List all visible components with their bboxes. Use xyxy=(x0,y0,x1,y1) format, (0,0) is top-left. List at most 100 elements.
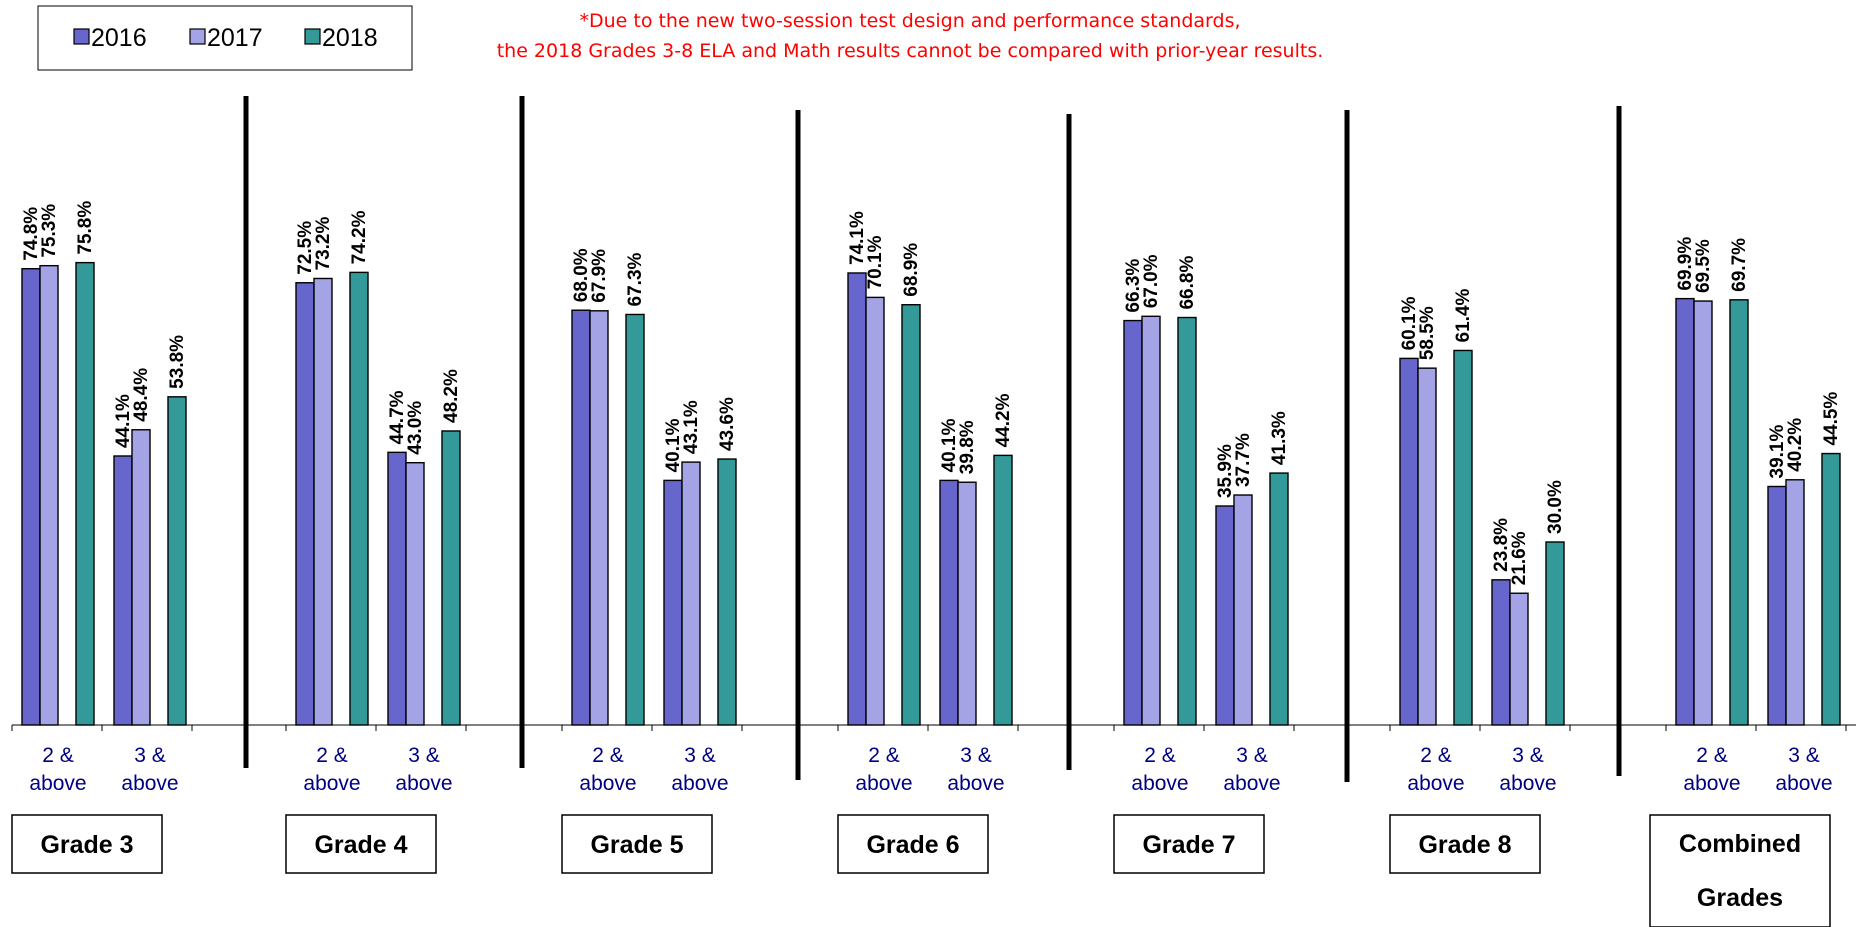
data-label: 40.1% xyxy=(939,418,960,472)
data-label: 61.4% xyxy=(1453,288,1474,342)
legend-swatch xyxy=(73,28,90,45)
data-label: 67.3% xyxy=(625,252,646,306)
data-label: 21.6% xyxy=(1509,531,1530,585)
category-label: 2 & xyxy=(316,744,348,767)
legend-label: 2018 xyxy=(322,24,378,52)
category-label: 3 & xyxy=(684,744,716,767)
category-label: 2 & xyxy=(1420,744,1452,767)
bar xyxy=(75,261,95,726)
data-label: 75.3% xyxy=(39,204,60,258)
category-label: 3 & xyxy=(134,744,166,767)
category-label: 2 & xyxy=(1144,744,1176,767)
bar xyxy=(349,271,369,726)
category-label: 2 & xyxy=(42,744,74,767)
data-label: 37.7% xyxy=(1233,433,1254,487)
bar xyxy=(131,429,151,726)
bar xyxy=(901,304,921,726)
category-label: above xyxy=(855,772,912,795)
category-label: 2 & xyxy=(592,744,624,767)
bar xyxy=(1675,297,1695,726)
category-label: 3 & xyxy=(1512,744,1544,767)
category-label: above xyxy=(1499,772,1556,795)
data-label: 74.8% xyxy=(21,207,42,261)
data-label: 73.2% xyxy=(313,217,334,271)
category-label: above xyxy=(395,772,452,795)
bar xyxy=(1215,505,1235,726)
data-label: 43.6% xyxy=(717,397,738,451)
legend-label: 2016 xyxy=(91,24,147,52)
bar xyxy=(441,430,461,726)
grade-label: Grade 6 xyxy=(866,831,959,859)
grade-label-box xyxy=(285,814,437,874)
data-label: 30.0% xyxy=(1545,480,1566,534)
data-label: 35.9% xyxy=(1215,444,1236,498)
bar xyxy=(625,313,645,726)
data-label: 44.5% xyxy=(1821,392,1842,446)
bar xyxy=(1491,579,1511,726)
bar xyxy=(1785,479,1805,726)
legend: 2016 2017 2018 xyxy=(37,5,413,71)
data-label: 66.3% xyxy=(1123,259,1144,313)
category-label: above xyxy=(1223,772,1280,795)
bar xyxy=(1233,494,1253,726)
bar xyxy=(993,454,1013,726)
bar xyxy=(1767,485,1787,726)
bar xyxy=(387,451,407,726)
bar xyxy=(663,479,683,726)
bar xyxy=(589,310,609,726)
bar xyxy=(1693,300,1713,726)
bar xyxy=(1821,452,1841,726)
category-label: above xyxy=(947,772,1004,795)
data-label: 60.1% xyxy=(1399,296,1420,350)
grade-label: Grades xyxy=(1697,884,1783,912)
bar xyxy=(847,272,867,726)
data-label: 67.9% xyxy=(589,249,610,303)
category-label: 3 & xyxy=(1236,744,1268,767)
data-label: 40.1% xyxy=(663,418,684,472)
legend-label: 2017 xyxy=(207,24,263,52)
bar xyxy=(313,277,333,726)
grade-label: Grade 7 xyxy=(1142,831,1235,859)
data-label: 23.8% xyxy=(1491,518,1512,572)
grade-label-box xyxy=(561,814,713,874)
data-label: 74.2% xyxy=(349,210,370,264)
grade-label-box xyxy=(1649,814,1831,927)
bar xyxy=(39,264,59,726)
category-label: 3 & xyxy=(408,744,440,767)
data-label: 66.8% xyxy=(1177,256,1198,310)
data-label: 43.1% xyxy=(681,400,702,454)
bar xyxy=(865,296,885,726)
data-label: 68.0% xyxy=(571,248,592,302)
data-label: 39.8% xyxy=(957,420,978,474)
category-label: 3 & xyxy=(1788,744,1820,767)
legend-box xyxy=(37,5,413,71)
bar xyxy=(1453,349,1473,726)
bar xyxy=(1399,357,1419,726)
bar xyxy=(1509,592,1529,726)
grade-label-box xyxy=(1113,814,1265,874)
data-label: 69.7% xyxy=(1729,238,1750,292)
bar xyxy=(1417,367,1437,726)
category-label: above xyxy=(303,772,360,795)
grade-label-box xyxy=(1389,814,1541,874)
grade-label: Grade 3 xyxy=(40,831,133,859)
category-label: 2 & xyxy=(868,744,900,767)
bar xyxy=(939,479,959,726)
bar xyxy=(1545,541,1565,726)
category-label: 2 & xyxy=(1696,744,1728,767)
data-label: 58.5% xyxy=(1417,306,1438,360)
grade-label-box xyxy=(837,814,989,874)
data-label: 43.0% xyxy=(405,401,426,455)
data-label: 44.2% xyxy=(993,393,1014,447)
category-label: above xyxy=(671,772,728,795)
data-label: 69.9% xyxy=(1675,237,1696,291)
category-label: above xyxy=(121,772,178,795)
data-label: 39.1% xyxy=(1767,425,1788,479)
data-label: 70.1% xyxy=(865,235,886,289)
grade-label: Grade 8 xyxy=(1418,831,1511,859)
grade-label: Grade 4 xyxy=(314,831,407,859)
bar xyxy=(21,268,41,726)
data-label: 68.9% xyxy=(901,243,922,297)
bar xyxy=(1269,472,1289,726)
